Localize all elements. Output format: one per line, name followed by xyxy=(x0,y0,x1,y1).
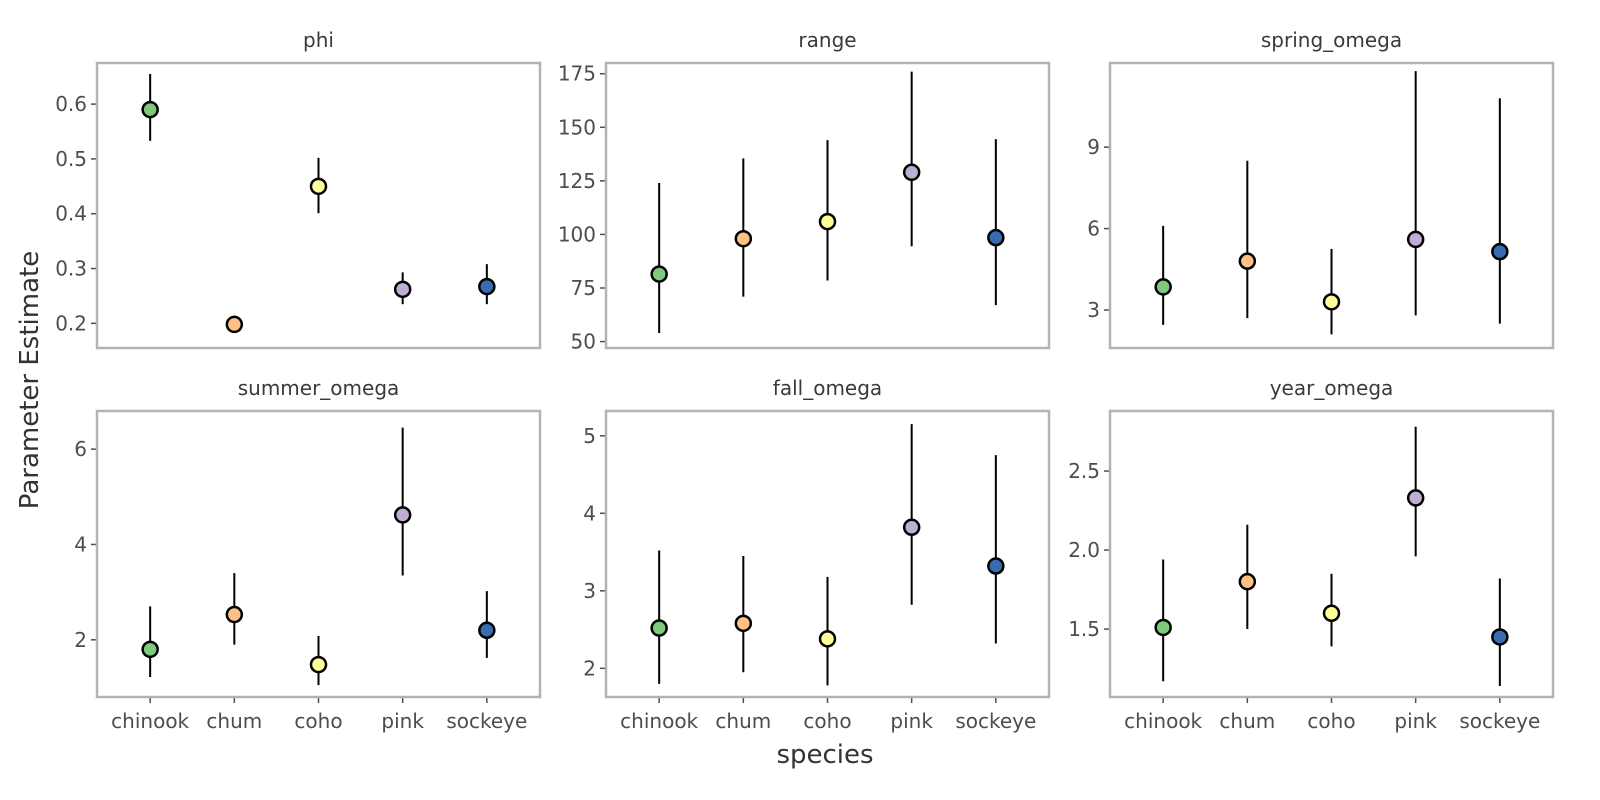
panel-title-range: range xyxy=(798,28,856,52)
y-tick-label: 2 xyxy=(583,656,596,680)
x-tick-label-chinook: chinook xyxy=(620,709,698,733)
y-tick-label: 2.5 xyxy=(1068,459,1100,483)
panel-spring-omega: spring_omega 3 6 9 xyxy=(1087,28,1555,350)
y-tick-label: 3 xyxy=(583,579,596,603)
point-coho xyxy=(1322,604,1341,623)
y-tick-label: 150 xyxy=(558,115,596,139)
x-tick-label-chinook: chinook xyxy=(1124,709,1202,733)
panel-border xyxy=(95,409,542,699)
point-chum xyxy=(1238,252,1257,270)
point-pink xyxy=(393,506,412,524)
point-chum xyxy=(734,614,753,633)
y-tick-label: 0.6 xyxy=(55,92,87,116)
y-tick-label: 5 xyxy=(583,424,596,448)
panel-border xyxy=(1108,409,1555,699)
x-tick-label-chum: chum xyxy=(1219,709,1275,733)
point-coho xyxy=(309,655,328,674)
x-tick-label-coho: coho xyxy=(803,709,851,733)
point-chum xyxy=(225,605,244,624)
y-tick-label: 50 xyxy=(571,330,596,354)
panel-title-phi: phi xyxy=(303,28,334,52)
point-chinook xyxy=(141,100,159,119)
point-chinook xyxy=(650,619,668,637)
point-chum xyxy=(1238,572,1257,591)
panel-summer-omega: summer_omega 2 4 6 chinook chum coho pink sockey… xyxy=(74,376,542,733)
point-coho xyxy=(818,630,837,648)
y-tick-label: 6 xyxy=(1087,217,1100,241)
panel-title-spring-omega: spring_omega xyxy=(1261,28,1402,52)
point-chinook xyxy=(1154,278,1172,296)
y-tick-label: 0.5 xyxy=(55,147,87,171)
y-tick-label: 2.0 xyxy=(1068,538,1100,562)
y-tick-label: 4 xyxy=(583,501,596,525)
x-tick-label-chum: chum xyxy=(206,709,262,733)
y-tick-label: 100 xyxy=(558,222,596,246)
panel-title-summer-omega: summer_omega xyxy=(238,376,400,400)
panel-fall-omega: fall_omega 2 3 4 5 chinook chum coho pink sockeye xyxy=(583,376,1051,733)
x-tick-label-sockeye: sockeye xyxy=(446,709,527,733)
y-tick-label: 0.4 xyxy=(55,202,87,226)
point-coho xyxy=(1322,293,1341,311)
panel-border xyxy=(1108,61,1555,350)
point-chinook xyxy=(1154,618,1172,637)
y-tick-label: 125 xyxy=(558,169,596,193)
x-tick-label-sockeye: sockeye xyxy=(955,709,1036,733)
y-tick-label: 175 xyxy=(558,62,596,86)
point-coho xyxy=(818,212,837,231)
x-axis-title: species xyxy=(776,740,873,770)
y-axis-title: Parameter Estimate xyxy=(15,251,45,509)
panel-border xyxy=(604,409,1051,699)
point-pink xyxy=(1406,489,1425,507)
panel-range: range 50 75 100 125 150 175 xyxy=(558,28,1051,354)
point-chum xyxy=(225,315,244,334)
point-sockeye xyxy=(987,557,1005,575)
panel-border xyxy=(604,61,1051,350)
point-chinook xyxy=(141,640,159,659)
y-tick-label: 3 xyxy=(1087,298,1100,322)
panel-year-omega: year_omega 1.5 2.0 2.5 chinook chum coho pink so… xyxy=(1068,376,1555,733)
y-tick-label: 0.2 xyxy=(55,311,87,335)
y-tick-label: 0.3 xyxy=(55,257,87,281)
panel-title-year-omega: year_omega xyxy=(1270,376,1394,400)
x-tick-label-chinook: chinook xyxy=(111,709,189,733)
point-sockeye xyxy=(1491,628,1509,646)
panel-title-fall-omega: fall_omega xyxy=(773,376,882,400)
point-sockeye xyxy=(1491,242,1509,261)
x-tick-label-chum: chum xyxy=(715,709,771,733)
x-tick-label-pink: pink xyxy=(890,709,933,733)
point-pink xyxy=(902,518,921,537)
x-tick-label-coho: coho xyxy=(294,709,342,733)
point-sockeye xyxy=(987,228,1005,247)
y-tick-label: 6 xyxy=(74,437,87,461)
y-tick-label: 9 xyxy=(1087,135,1100,159)
point-sockeye xyxy=(478,277,496,296)
x-tick-label-coho: coho xyxy=(1307,709,1355,733)
x-tick-label-pink: pink xyxy=(381,709,424,733)
y-tick-label: 4 xyxy=(74,532,87,556)
facet-panels: phi 0.2 0.3 0.4 0.5 0.6 range 50 75 100 125 150 175 s… xyxy=(55,28,1555,733)
point-chinook xyxy=(650,265,668,283)
y-tick-label: 1.5 xyxy=(1068,617,1100,641)
point-pink xyxy=(393,280,412,299)
point-pink xyxy=(902,163,921,182)
point-pink xyxy=(1406,230,1425,249)
point-sockeye xyxy=(478,621,496,640)
point-chum xyxy=(734,229,753,248)
y-tick-label: 75 xyxy=(571,276,596,300)
panel-border xyxy=(95,61,542,350)
x-tick-label-sockeye: sockeye xyxy=(1459,709,1540,733)
y-tick-label: 2 xyxy=(74,628,87,652)
panel-phi: phi 0.2 0.3 0.4 0.5 0.6 xyxy=(55,28,542,350)
point-coho xyxy=(309,177,328,196)
x-tick-label-pink: pink xyxy=(1394,709,1437,733)
